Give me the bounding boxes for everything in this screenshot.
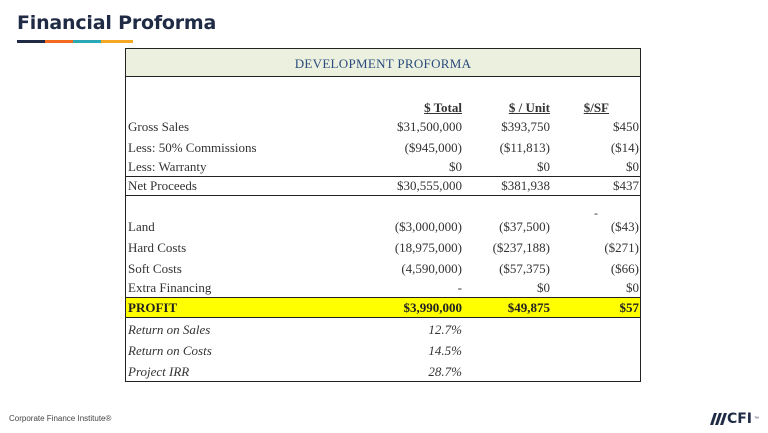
row-unit: $49,875 bbox=[507, 300, 550, 315]
row-label: Extra Financing bbox=[128, 280, 212, 295]
row-label: Soft Costs bbox=[128, 261, 182, 276]
proforma-table: DEVELOPMENT PROFORMA $ Total $ / Unit $/… bbox=[125, 48, 641, 382]
table-row: Hard Costs (18,975,000) ($237,188) ($271… bbox=[126, 238, 640, 258]
row-total: 28.7% bbox=[428, 364, 462, 379]
cfi-logo: CFI ™ bbox=[710, 411, 759, 427]
row-sf: ($271) bbox=[604, 240, 639, 255]
row-total: $31,500,000 bbox=[397, 119, 462, 134]
row-total: (4,590,000) bbox=[401, 261, 462, 276]
table-row: Return on Sales 12.7% bbox=[126, 320, 640, 340]
row-label: Less: 50% Commissions bbox=[128, 140, 257, 155]
row-sf: $0 bbox=[626, 280, 639, 295]
row-label: Land bbox=[128, 219, 155, 234]
title-underline bbox=[17, 40, 133, 43]
land-dash: - bbox=[594, 206, 598, 220]
row-total: 12.7% bbox=[428, 322, 462, 337]
page-title: Financial Proforma bbox=[17, 12, 217, 34]
row-total: 14.5% bbox=[428, 343, 462, 358]
row-sf: ($43) bbox=[610, 219, 639, 234]
footer-text: Corporate Finance Institute® bbox=[9, 414, 112, 423]
row-label: Hard Costs bbox=[128, 240, 187, 255]
table-row: Soft Costs (4,590,000) ($57,375) ($66) bbox=[126, 259, 640, 279]
table-row: Less: Warranty $0 $0 $0 bbox=[126, 157, 640, 177]
row-label: Project IRR bbox=[128, 364, 190, 379]
row-sf: $0 bbox=[626, 159, 639, 174]
row-sf: ($66) bbox=[610, 261, 639, 276]
row-total: ($945,000) bbox=[404, 140, 462, 155]
col-header-total: $ Total bbox=[424, 100, 462, 115]
row-unit: $0 bbox=[537, 280, 550, 295]
row-unit: $381,938 bbox=[501, 178, 550, 193]
logo-trademark: ™ bbox=[754, 416, 759, 422]
row-sf: $437 bbox=[613, 178, 639, 193]
table-row: Project IRR 28.7% bbox=[126, 362, 640, 382]
table-row: Gross Sales $31,500,000 $393,750 $450 bbox=[126, 117, 640, 137]
row-total: - bbox=[457, 280, 462, 295]
col-header-unit: $ / Unit bbox=[508, 100, 550, 115]
row-unit: ($11,813) bbox=[499, 140, 550, 155]
table-row: Return on Costs 14.5% bbox=[126, 341, 640, 361]
row-total: $0 bbox=[449, 159, 462, 174]
row-sf: $450 bbox=[613, 119, 639, 134]
row-unit: $0 bbox=[537, 159, 550, 174]
row-sf: ($14) bbox=[610, 140, 639, 155]
row-total: (18,975,000) bbox=[394, 240, 462, 255]
row-unit: ($57,375) bbox=[499, 261, 550, 276]
col-header-sf: $/SF bbox=[583, 100, 609, 115]
table-row: Land ($3,000,000) ($37,500) ($43) bbox=[126, 217, 640, 237]
table-row: Extra Financing - $0 $0 bbox=[126, 278, 640, 298]
column-headers: $ Total $ / Unit $/SF bbox=[126, 98, 640, 118]
row-total: $30,555,000 bbox=[397, 178, 462, 193]
row-label: Return on Costs bbox=[128, 343, 212, 358]
row-total: ($3,000,000) bbox=[394, 219, 462, 234]
row-label: Gross Sales bbox=[128, 119, 190, 134]
table-row: Less: 50% Commissions ($945,000) ($11,81… bbox=[126, 138, 640, 158]
row-label: Less: Warranty bbox=[128, 159, 207, 174]
row-unit: ($37,500) bbox=[499, 219, 550, 234]
row-label: Return on Sales bbox=[128, 322, 211, 337]
row-label: PROFIT bbox=[128, 300, 178, 315]
table-row: Net Proceeds $30,555,000 $381,938 $437 bbox=[126, 176, 640, 196]
logo-text: CFI bbox=[726, 411, 752, 427]
profit-row: PROFIT $3,990,000 $49,875 $57 bbox=[126, 297, 640, 318]
row-sf: $57 bbox=[619, 300, 640, 315]
row-total: $3,990,000 bbox=[403, 300, 463, 315]
row-unit: $393,750 bbox=[501, 119, 550, 134]
logo-bars-icon bbox=[710, 413, 727, 425]
row-unit: ($237,188) bbox=[492, 240, 550, 255]
row-label: Net Proceeds bbox=[128, 178, 197, 193]
table-header: DEVELOPMENT PROFORMA bbox=[126, 49, 640, 77]
